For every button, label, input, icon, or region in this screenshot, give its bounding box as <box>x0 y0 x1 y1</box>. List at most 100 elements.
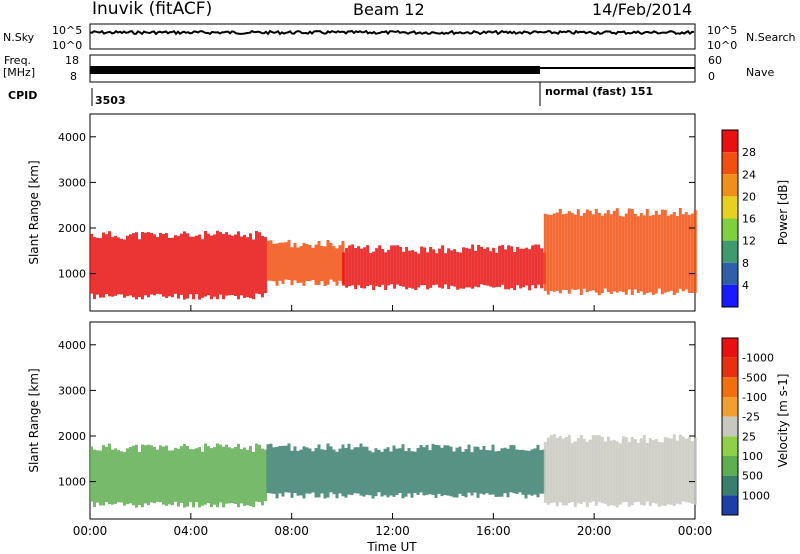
velocity-band-0-cell <box>213 447 216 505</box>
velocity-band-1-cell <box>494 451 498 497</box>
power-band-2-cell <box>402 251 406 287</box>
velocity-band-1-cell <box>470 452 474 496</box>
power-band-0-cell <box>219 232 222 295</box>
power-band-0-cell <box>261 236 264 298</box>
velocity-band-1-cell <box>521 449 525 495</box>
power-band-2-cell <box>423 247 427 285</box>
velocity-band-0-cell <box>138 451 141 506</box>
power-band-2-cell <box>447 248 451 289</box>
velocity-band-2-cell <box>585 442 589 508</box>
velocity-band-0-cell <box>135 444 138 508</box>
velocity-band-1-cell <box>266 444 270 494</box>
velocity-band-1-cell <box>527 450 531 495</box>
power-band-3-cell <box>663 209 667 293</box>
velocity-band-1-cell <box>431 443 435 495</box>
power-band-2-cell <box>513 252 517 291</box>
velocity-band-1-cell <box>269 443 273 494</box>
velocity-band-1-cell <box>518 450 522 493</box>
power-band-0-cell <box>189 236 192 295</box>
power-band-2-cell <box>492 247 496 288</box>
power-band-3-cell <box>573 214 577 290</box>
velocity-band-2-cell <box>555 437 559 507</box>
velocity-band-1-cell <box>407 448 411 494</box>
velocity-band-1-cell <box>446 445 450 496</box>
velocity-band-2-cell <box>603 441 607 504</box>
velocity-band-1-cell <box>281 445 285 497</box>
velocity-colorbar-tick: 100 <box>742 450 763 463</box>
power-band-2-cell <box>432 249 436 286</box>
velocity-colorbar-tick: 500 <box>742 470 763 483</box>
power-band-2-cell <box>363 247 367 289</box>
velocity-band-0-cell <box>201 451 204 506</box>
power-band-1-cell <box>311 247 315 280</box>
velocity-band-0-cell <box>150 445 153 503</box>
power-band-0-cell <box>204 231 207 297</box>
power-band-2-cell <box>357 246 361 286</box>
velocity-band-2-cell <box>687 437 691 503</box>
power-band-0-cell <box>99 238 102 298</box>
power-band-0-cell <box>228 234 231 296</box>
velocity-band-1-cell <box>473 446 477 493</box>
power-band-2-cell <box>501 245 505 285</box>
velocity-colorbar-seg <box>722 456 738 476</box>
velocity-band-1-cell <box>380 451 384 497</box>
power-band-3-cell <box>630 209 634 296</box>
velocity-band-1-cell <box>458 446 462 494</box>
power-band-0-cell <box>111 237 114 297</box>
velocity-band-1-cell <box>350 449 354 496</box>
velocity-band-2-cell <box>591 435 595 502</box>
velocity-band-1-cell <box>413 451 417 493</box>
power-band-3-cell <box>615 208 619 293</box>
velocity-band-1-cell <box>503 447 507 494</box>
velocity-colorbar-tick: -500 <box>742 371 767 384</box>
power-band-2-cell <box>417 253 421 288</box>
velocity-band-2-cell <box>636 443 640 502</box>
velocity-band-1-cell <box>416 447 420 495</box>
x-tick-label: 00:00 <box>678 524 713 538</box>
power-band-1-cell <box>275 243 279 286</box>
power-band-0-cell <box>255 231 258 294</box>
power-band-2-cell <box>369 253 373 285</box>
power-band-0-cell <box>231 235 234 295</box>
power-band-3-cell <box>552 213 556 292</box>
power-band-3-cell <box>639 213 643 292</box>
power-band-0-cell <box>132 233 135 298</box>
power-band-2-cell <box>351 244 355 286</box>
velocity-band-1-cell <box>404 451 408 497</box>
power-band-2-cell <box>516 247 520 286</box>
velocity-band-0-cell <box>105 446 108 503</box>
power-band-3-cell <box>603 213 607 289</box>
velocity-colorbar-seg <box>722 338 738 358</box>
velocity-band-0-cell <box>204 443 207 505</box>
power-band-3-cell <box>594 208 598 293</box>
power-band-2-cell <box>522 248 526 288</box>
power-band-2-cell <box>498 245 502 287</box>
velocity-band-1-cell <box>515 449 519 494</box>
nsky-label: N.Sky <box>3 31 35 44</box>
power-ytick-label: 1000 <box>58 268 86 281</box>
power-band-3-cell <box>690 213 694 293</box>
power-band-3-cell <box>666 215 670 292</box>
power-band-1-cell <box>335 248 339 286</box>
velocity-colorbar-frame <box>721 337 739 516</box>
x-tick-label: 08:00 <box>274 524 309 538</box>
velocity-band-2-cell <box>645 443 649 502</box>
velocity-band-1-cell <box>488 450 492 495</box>
power-band-0-cell <box>237 231 240 300</box>
power-band-2-cell <box>468 248 472 288</box>
velocity-colorbar-seg <box>722 357 738 378</box>
power-band-2-cell <box>483 248 487 286</box>
power-band-3-cell <box>642 215 646 295</box>
velocity-band-1-cell <box>497 451 501 497</box>
velocity-band-1-cell <box>530 449 534 496</box>
velocity-band-2-cell <box>606 436 610 507</box>
velocity-band-1-cell <box>299 449 303 496</box>
velocity-band-1-cell <box>302 446 306 499</box>
velocity-band-2-cell <box>552 434 556 503</box>
velocity-band-1-cell <box>443 445 447 495</box>
power-band-0-cell <box>141 232 144 300</box>
power-colorbar-frame <box>721 129 739 308</box>
power-band-2-cell <box>375 248 379 287</box>
power-band-2-cell <box>438 248 442 288</box>
